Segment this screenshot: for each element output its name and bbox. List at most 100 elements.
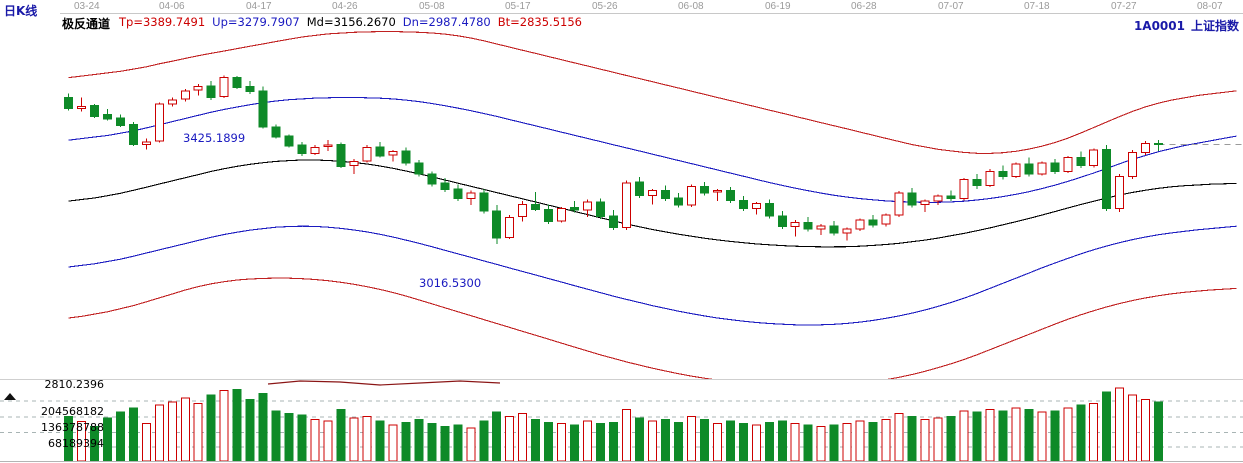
volume-bar: [232, 388, 242, 462]
volume-bar: [336, 408, 346, 462]
candle-body: [959, 179, 969, 200]
volume-bar: [440, 426, 450, 462]
candle-body: [531, 203, 541, 210]
candle-body: [440, 182, 450, 191]
indicator-md-value: Md=3156.2670: [306, 15, 396, 29]
volume-bar: [401, 421, 411, 462]
candle-body: [193, 86, 203, 91]
candle-body: [375, 146, 385, 157]
volume-bar: [868, 421, 878, 462]
candle-body: [349, 161, 359, 167]
candle-body: [232, 77, 242, 88]
date-tick: 05-08: [419, 1, 445, 12]
volume-bar: [128, 407, 138, 462]
ticker-name: 上证指数: [1190, 19, 1239, 33]
candle-body: [868, 219, 878, 226]
candlestick-series: [64, 75, 1164, 244]
band-md: [68, 159, 1237, 248]
candle-body: [712, 189, 722, 193]
pane-divider: [0, 379, 1243, 380]
candle-body: [855, 219, 865, 230]
volume-marker-triangle-icon: [4, 393, 16, 400]
indicator-bt-value: Bt=2835.5156: [497, 15, 582, 29]
volume-bar: [375, 420, 385, 462]
volume-bar: [271, 410, 281, 462]
volume-bar: [1076, 404, 1086, 462]
candle-body: [1024, 163, 1034, 175]
volume-bar: [661, 418, 670, 462]
band-tp: [68, 30, 1237, 154]
high-price-annotation: 3425.1899: [183, 131, 246, 145]
date-axis: 03-24 04-06 04-17 04-26 05-08 05-17 05-26 06-08…: [0, 0, 1243, 14]
candle-body: [777, 215, 787, 228]
volume-bar: [596, 423, 606, 462]
candle-body: [1102, 148, 1112, 210]
candle-body: [258, 90, 268, 128]
volume-bar: [102, 417, 112, 462]
candle-body: [1011, 163, 1021, 177]
volume-bar: [427, 423, 437, 462]
volume-bar: [544, 421, 554, 462]
kline-type-title: 日K线: [4, 4, 38, 18]
volume-bar: [648, 420, 657, 462]
date-tick: 08-07: [1197, 1, 1223, 12]
candle-body: [1063, 157, 1073, 172]
volume-bar: [790, 423, 800, 462]
volume-bar: [141, 423, 151, 462]
candle-body: [699, 185, 709, 194]
date-tick: 05-26: [592, 1, 618, 12]
volume-overlay-line: [267, 380, 501, 386]
bottom-rule: [0, 461, 1243, 462]
candle-body: [596, 201, 606, 218]
volume-grid-label-2: 136378788: [41, 421, 104, 434]
volume-bar: [1115, 387, 1125, 462]
volume-bar: [803, 424, 813, 462]
candle-body: [725, 189, 735, 201]
candle-body: [492, 210, 502, 239]
volume-bar: [920, 418, 930, 462]
volume-bar: [245, 398, 255, 462]
volume-bar: [894, 413, 904, 462]
volume-bar: [297, 414, 307, 462]
volume-bar: [725, 420, 735, 462]
volume-bar: [1050, 410, 1060, 462]
volume-bar: [206, 394, 216, 462]
volume-bar: [453, 424, 463, 462]
volume-bar: [907, 416, 917, 462]
candle-body: [1050, 162, 1060, 172]
volume-bar: [1037, 411, 1047, 462]
volume-pane[interactable]: 2810.2396 204568182 136378788 68189394: [0, 378, 1243, 463]
candle-body: [219, 77, 229, 97]
candle-body: [297, 144, 307, 154]
volume-bar: [764, 421, 774, 462]
candle-body: [894, 192, 904, 216]
volume-bar: [751, 424, 761, 462]
candle-body: [583, 201, 593, 211]
indicator-dn-value: Dn=2987.4780: [402, 15, 491, 29]
ticker-code: 1A0001: [1133, 19, 1185, 33]
volume-bar: [362, 416, 372, 462]
price-pane[interactable]: 3425.1899 3016.5300: [0, 14, 1243, 380]
low-price-annotation: 3016.5300: [419, 276, 482, 290]
volume-bar: [180, 397, 190, 462]
candle-body: [89, 105, 99, 117]
volume-bar: [842, 423, 852, 462]
volume-bar: [777, 420, 787, 462]
volume-plot: [0, 380, 1243, 463]
band-dn: [68, 225, 1237, 326]
volume-bar: [531, 418, 541, 462]
volume-bar: [946, 416, 956, 462]
candle-body: [998, 171, 1008, 177]
candle-body: [1037, 162, 1047, 175]
candle-body: [154, 103, 164, 142]
candle-body: [1141, 143, 1151, 154]
volume-bar: [673, 421, 683, 462]
volume-bar: [557, 423, 567, 462]
volume-bar: [855, 420, 865, 462]
candle-body: [570, 207, 580, 211]
candle-body: [427, 173, 437, 185]
candle-body: [790, 222, 800, 228]
candle-body: [1128, 152, 1138, 177]
volume-bar: [985, 408, 995, 462]
candle-body: [453, 188, 463, 200]
